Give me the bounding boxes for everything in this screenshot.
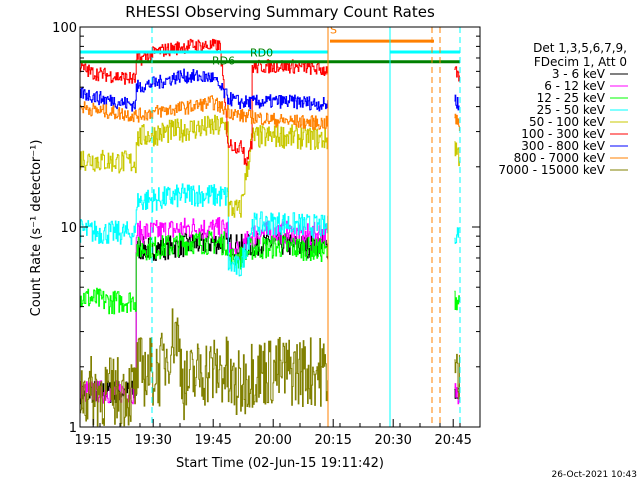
- series-line-12-25-kev-seg-0: [80, 231, 329, 315]
- legend-label-3: 12 - 25 keV: [537, 91, 606, 105]
- plot-area: RD6 RD0 S 1 10 100 19:15 19:30 19:45 20:00 20:15 20…: [52, 21, 481, 448]
- series-line-7000-15000-kev-seg-1: [454, 353, 460, 400]
- annotation-rd0: RD0: [250, 47, 273, 60]
- series-line-800-7000-kev-seg-0: [80, 95, 329, 130]
- series-line-300-800-kev-seg-1: [454, 94, 460, 111]
- series-line-50-100-kev-seg-1: [454, 141, 460, 167]
- legend-label-9: 7000 - 15000 keV: [498, 163, 605, 177]
- series-line-800-7000-kev-seg-1: [454, 113, 460, 131]
- y-axis-label: Count Rate (s⁻¹ detector⁻¹): [29, 140, 44, 317]
- x-axis-label: Start Time (02-Jun-15 19:11:42): [176, 456, 384, 471]
- series-line-6-12-kev-seg-1: [454, 383, 460, 405]
- generated-timestamp: 26-Oct-2021 10:43: [552, 470, 637, 480]
- series-line-25-50-kev-seg-0: [80, 183, 329, 277]
- legend-header-line-2: FDecim 1, Att 0: [534, 55, 627, 69]
- legend-label-5: 50 - 100 keV: [529, 115, 606, 129]
- x-tick-label-2045: 20:45: [434, 433, 471, 448]
- series-line-300-800-kev-seg-0: [80, 68, 329, 112]
- x-tick-label-2015: 20:15: [314, 433, 351, 448]
- x-tick-label-1930: 19:30: [134, 433, 171, 448]
- x-tick-label-2000: 20:00: [254, 433, 291, 448]
- series-line-12-25-kev-seg-1: [454, 290, 460, 311]
- series-line-50-100-kev-seg-0: [80, 114, 329, 218]
- annotation-rd6: RD6: [212, 54, 235, 67]
- legend-label-4: 25 - 50 keV: [537, 103, 606, 117]
- legend-label-8: 800 - 7000 keV: [514, 151, 606, 165]
- plot-content: RD6 RD0 S: [80, 23, 461, 427]
- series-line-25-50-kev-seg-1: [454, 227, 460, 244]
- legend-label-7: 300 - 800 keV: [521, 139, 605, 153]
- y-tick-label-100: 100: [52, 21, 77, 36]
- x-tick-label-1915: 19:15: [74, 433, 111, 448]
- legend-header-line-1: Det 1,3,5,6,7,9,: [533, 41, 627, 55]
- series-line-7000-15000-kev-seg-0: [80, 308, 329, 427]
- x-tick-label-2030: 20:30: [374, 433, 411, 448]
- x-tick-label-1945: 19:45: [194, 433, 231, 448]
- y-tick-label-10: 10: [60, 221, 77, 236]
- legend-label-2: 6 - 12 keV: [544, 79, 606, 93]
- series-line-100-300-kev-seg-1: [454, 66, 460, 82]
- legend-label-1: 3 - 6 keV: [552, 67, 606, 81]
- series-line-3-6-kev-seg-1: [454, 384, 460, 399]
- legend-label-6: 100 - 300 keV: [521, 127, 605, 141]
- annotation-s: S: [330, 23, 337, 36]
- chart-title: RHESSI Observing Summary Count Rates: [125, 3, 435, 21]
- y-tick-label-1: 1: [69, 421, 77, 436]
